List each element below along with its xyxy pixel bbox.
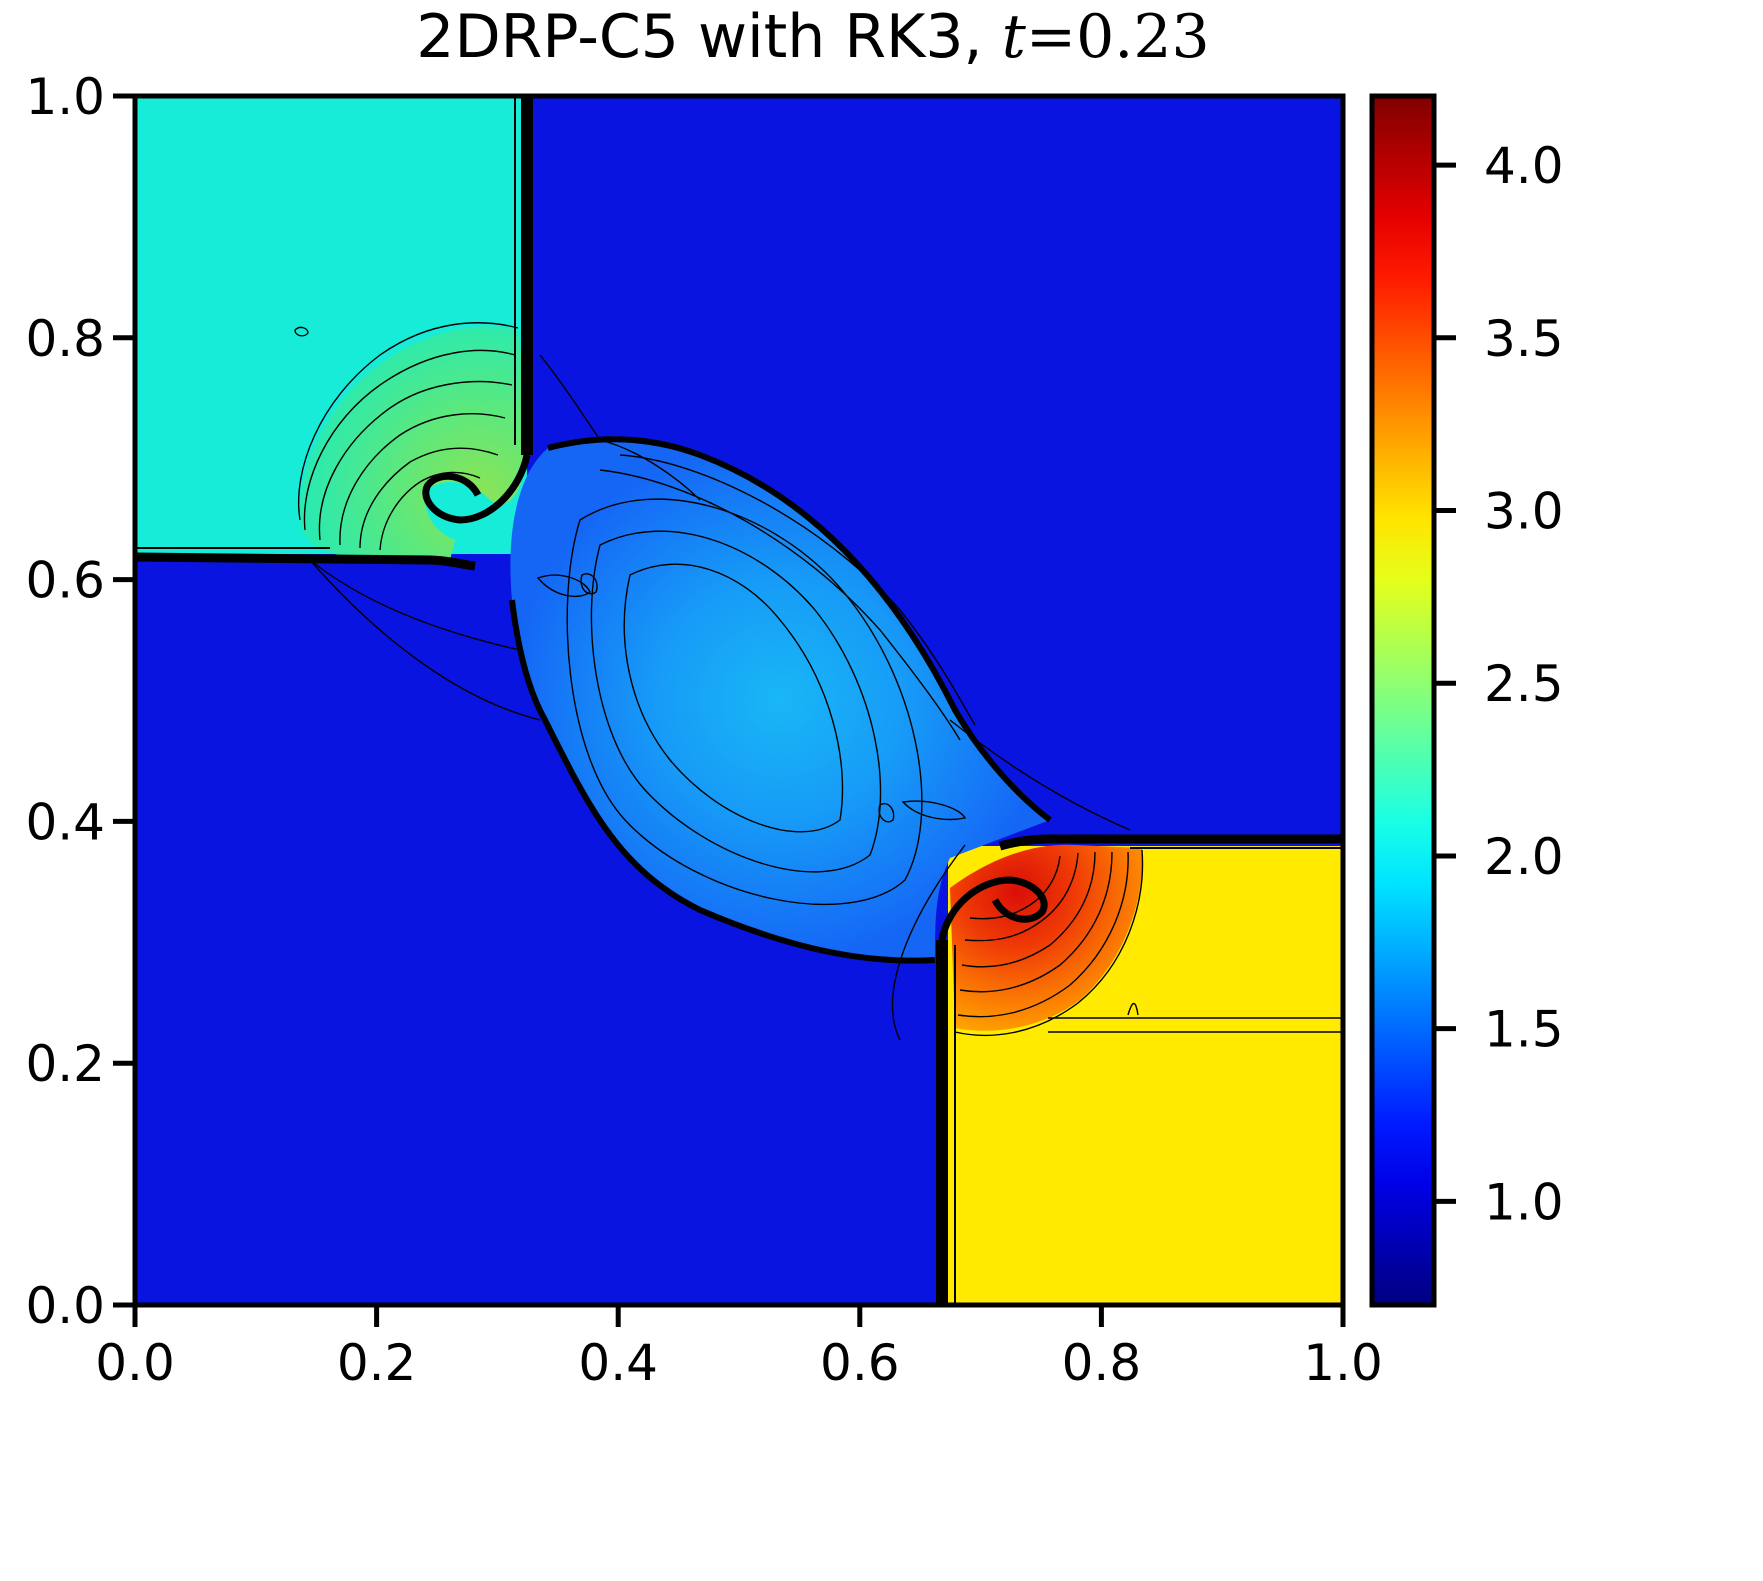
contour-lines <box>294 322 1343 1041</box>
region-upper-left-lobe <box>299 326 530 560</box>
colorbar: 1.0 1.5 2.0 2.5 3.0 3.5 4.0 <box>1369 93 1564 1308</box>
colorbar-ticks: 1.0 1.5 2.0 2.5 3.0 3.5 4.0 <box>1434 137 1564 1231</box>
shock-discontinuities <box>135 96 1343 1305</box>
chart-title: 2DRP-C5 with RK3, t=0.23 <box>135 2 1491 72</box>
colorbar-tick-label: 3.5 <box>1484 310 1564 368</box>
x-tick-label: 0.4 <box>578 1334 658 1392</box>
colorbar-tick-label: 3.0 <box>1484 483 1564 541</box>
x-tick-label: 0.0 <box>95 1334 175 1392</box>
region-lower-right-lobe <box>950 844 1143 1031</box>
x-tick-label: 0.8 <box>1062 1334 1142 1392</box>
x-tick-label: 0.2 <box>337 1334 417 1392</box>
title-time-value: 0.23 <box>1076 2 1210 72</box>
plot-frame <box>132 93 1346 1308</box>
y-tick-label: 0.6 <box>25 552 105 610</box>
colorbar-tick-label: 1.5 <box>1484 1001 1564 1059</box>
y-tick-label: 0.0 <box>25 1277 105 1335</box>
colorbar-frame <box>1369 93 1437 1308</box>
y-axis: 0.0 0.2 0.4 0.6 0.8 1.0 <box>25 68 135 1335</box>
title-time-variable: t <box>1001 2 1026 72</box>
region-central-diamond <box>510 439 1051 961</box>
title-prefix: 2DRP-C5 with RK3, <box>416 2 1002 72</box>
y-tick-label: 0.4 <box>25 793 105 851</box>
title-operator: = <box>1025 2 1077 72</box>
x-tick-label: 0.6 <box>820 1334 900 1392</box>
colorbar-bar <box>1372 96 1434 1305</box>
colorbar-tick-label: 2.0 <box>1484 828 1564 886</box>
colorbar-tick-label: 1.0 <box>1484 1173 1564 1231</box>
y-tick-label: 0.8 <box>25 310 105 368</box>
colorbar-tick-label: 4.0 <box>1484 137 1564 195</box>
x-tick-label: 1.0 <box>1303 1334 1383 1392</box>
y-tick-label: 1.0 <box>25 68 105 126</box>
colorbar-tick-label: 2.5 <box>1484 655 1564 713</box>
x-axis: 0.0 0.2 0.4 0.6 0.8 1.0 <box>95 1305 1383 1392</box>
y-tick-label: 0.2 <box>25 1035 105 1093</box>
plot-area <box>135 96 1343 1305</box>
